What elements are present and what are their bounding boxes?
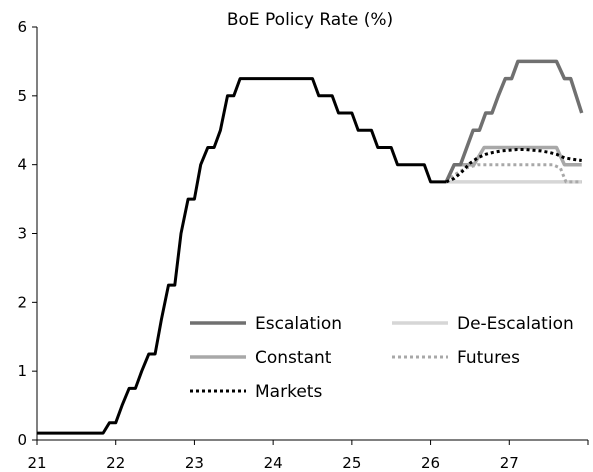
x-tick-label: 24 xyxy=(264,454,283,472)
y-tick-label: 4 xyxy=(17,156,27,174)
y-tick-label: 6 xyxy=(17,18,27,36)
legend: Escalation De-Escalation Constant Futures Ma… xyxy=(190,314,574,402)
x-tick-label: 23 xyxy=(185,454,204,472)
series-line-history xyxy=(37,77,447,435)
series-line-futures xyxy=(445,163,582,184)
y-tick-label: 3 xyxy=(17,225,27,243)
series-line-escalation xyxy=(444,59,584,183)
legend-label-constant: Constant xyxy=(255,348,332,368)
x-tick-label: 26 xyxy=(421,454,440,472)
y-tick-label: 0 xyxy=(17,431,27,449)
legend-label-escalation: Escalation xyxy=(255,314,342,334)
legend-label-de-escalation: De-Escalation xyxy=(457,314,574,334)
legend-label-futures: Futures xyxy=(457,348,520,368)
x-tick-label: 21 xyxy=(27,454,46,472)
y-tick-label: 5 xyxy=(17,87,27,105)
series-lines xyxy=(37,59,584,435)
chart-title: BoE Policy Rate (%) xyxy=(227,10,393,30)
x-ticks: 21 22 23 24 25 26 27 xyxy=(27,440,589,472)
y-tick-label: 2 xyxy=(17,293,27,311)
x-tick-label: 25 xyxy=(342,454,361,472)
axes xyxy=(36,27,588,441)
y-tick-label: 1 xyxy=(17,362,27,380)
y-ticks: 0 1 2 3 4 5 6 xyxy=(17,18,37,449)
legend-label-markets: Markets xyxy=(255,382,322,402)
x-tick-label: 27 xyxy=(500,454,519,472)
series-line-markets xyxy=(445,148,582,184)
x-tick-label: 22 xyxy=(106,454,125,472)
